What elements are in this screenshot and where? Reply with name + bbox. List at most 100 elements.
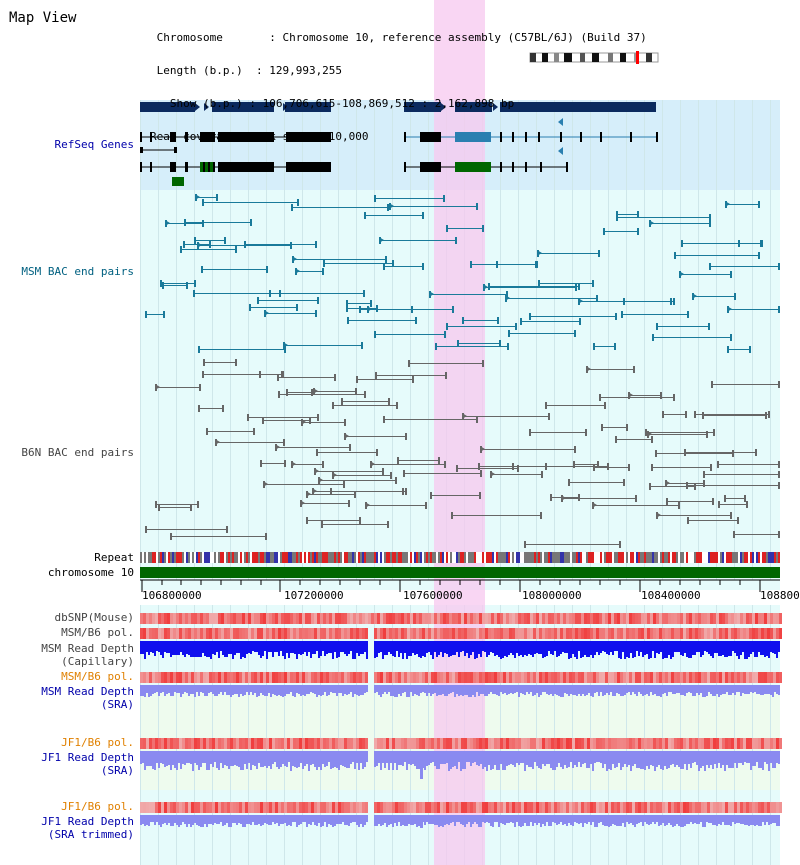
- pol-cell: [713, 802, 716, 813]
- repeat-band: [728, 552, 730, 563]
- pol-cell: [392, 613, 395, 624]
- repeat-band: [760, 552, 762, 563]
- b6n-bac-arrow: [592, 502, 597, 508]
- depth-bar: [198, 751, 200, 770]
- pol-cell: [452, 738, 455, 749]
- pol-cell: [443, 738, 446, 749]
- depth-bar: [162, 751, 164, 764]
- pol-cell: [200, 738, 203, 749]
- repeat-band: [174, 552, 176, 563]
- pol-cell: [665, 613, 668, 624]
- depth-bar: [730, 815, 732, 826]
- depth-bar: [410, 815, 412, 825]
- depth-bar: [296, 685, 298, 693]
- depth-bar: [434, 685, 436, 693]
- depth-bar: [608, 641, 610, 655]
- depth-bar: [588, 685, 590, 693]
- pol-cell: [773, 613, 776, 624]
- pol-cell: [485, 738, 488, 749]
- depth-bar: [662, 815, 664, 823]
- pol-cell: [680, 613, 683, 624]
- depth-bar: [304, 815, 306, 822]
- b6n-bac-end: [332, 402, 334, 409]
- pol-cell: [494, 802, 497, 813]
- pol-cell: [593, 613, 596, 624]
- pol-cell: [737, 802, 740, 813]
- pol-cell: [647, 672, 650, 683]
- msm-bac-label[interactable]: MSM BAC end pairs: [21, 265, 134, 278]
- pol-cell: [188, 802, 191, 813]
- depth-bar: [634, 685, 636, 694]
- depth-bar: [286, 685, 288, 694]
- depth-bar: [262, 685, 264, 695]
- depth-bar: [152, 685, 154, 694]
- pol-cell: [605, 628, 608, 639]
- repeat-band: [352, 552, 354, 563]
- repeat-band: [390, 552, 392, 563]
- pol-cell: [335, 613, 338, 624]
- depth-bar: [706, 815, 708, 822]
- depth-bar: [172, 751, 174, 765]
- pol-cell: [662, 628, 665, 639]
- b6n-bac-end: [778, 482, 780, 489]
- depth-bar: [312, 751, 314, 764]
- depth-bar: [190, 685, 192, 694]
- repeat-band: [714, 552, 716, 563]
- pol-cell: [680, 738, 683, 749]
- repeat-band: [618, 552, 620, 563]
- repeat-band: [752, 552, 754, 563]
- depth-bar: [202, 641, 204, 653]
- pol-cell: [290, 802, 293, 813]
- pol-cell: [275, 672, 278, 683]
- depth-bar: [582, 815, 584, 827]
- depth-bar: [440, 685, 442, 695]
- pol-cell: [662, 672, 665, 683]
- pol-cell: [449, 613, 452, 624]
- repeat-band: [140, 552, 142, 563]
- pol-cell: [521, 672, 524, 683]
- depth-bar: [446, 641, 448, 654]
- depth-bar: [548, 685, 550, 695]
- repeat-band: [478, 552, 480, 563]
- depth-bar: [552, 685, 554, 696]
- pol-cell: [254, 802, 257, 813]
- depth-bar: [722, 685, 724, 694]
- depth-bar: [700, 815, 702, 822]
- depth-bar: [140, 751, 142, 764]
- pol-cell: [488, 628, 491, 639]
- depth-bar: [358, 815, 360, 827]
- depth-bar: [358, 641, 360, 656]
- pol-cell: [416, 672, 419, 683]
- depth-bar: [670, 751, 672, 765]
- pol-cell: [521, 802, 524, 813]
- repeat-band: [418, 552, 420, 563]
- depth-bar: [250, 751, 252, 770]
- pol-cell: [299, 802, 302, 813]
- pol-cell: [368, 613, 371, 624]
- depth-bar: [662, 641, 664, 659]
- depth-bar: [232, 815, 234, 823]
- depth-bar: [328, 815, 330, 824]
- refseq-genes-label[interactable]: RefSeq Genes: [54, 138, 134, 151]
- pol-cell: [458, 628, 461, 639]
- depth-bar: [706, 641, 708, 652]
- depth-bar: [532, 685, 534, 696]
- depth-bar: [254, 685, 256, 693]
- pol-cell: [578, 613, 581, 624]
- pol-cell: [770, 613, 773, 624]
- repeat-band: [490, 552, 492, 563]
- repeat-band: [236, 552, 238, 563]
- pol-cell: [287, 738, 290, 749]
- depth-bar: [630, 815, 632, 823]
- depth-bar: [638, 685, 640, 692]
- pol-cell: [167, 672, 170, 683]
- depth-bar: [652, 751, 654, 766]
- pol-cell: [269, 802, 272, 813]
- pol-cell: [737, 672, 740, 683]
- pol-cell: [758, 628, 761, 639]
- pol-cell: [272, 802, 275, 813]
- depth-bar: [642, 751, 644, 769]
- pol-cell: [311, 628, 314, 639]
- pol-cell: [749, 613, 752, 624]
